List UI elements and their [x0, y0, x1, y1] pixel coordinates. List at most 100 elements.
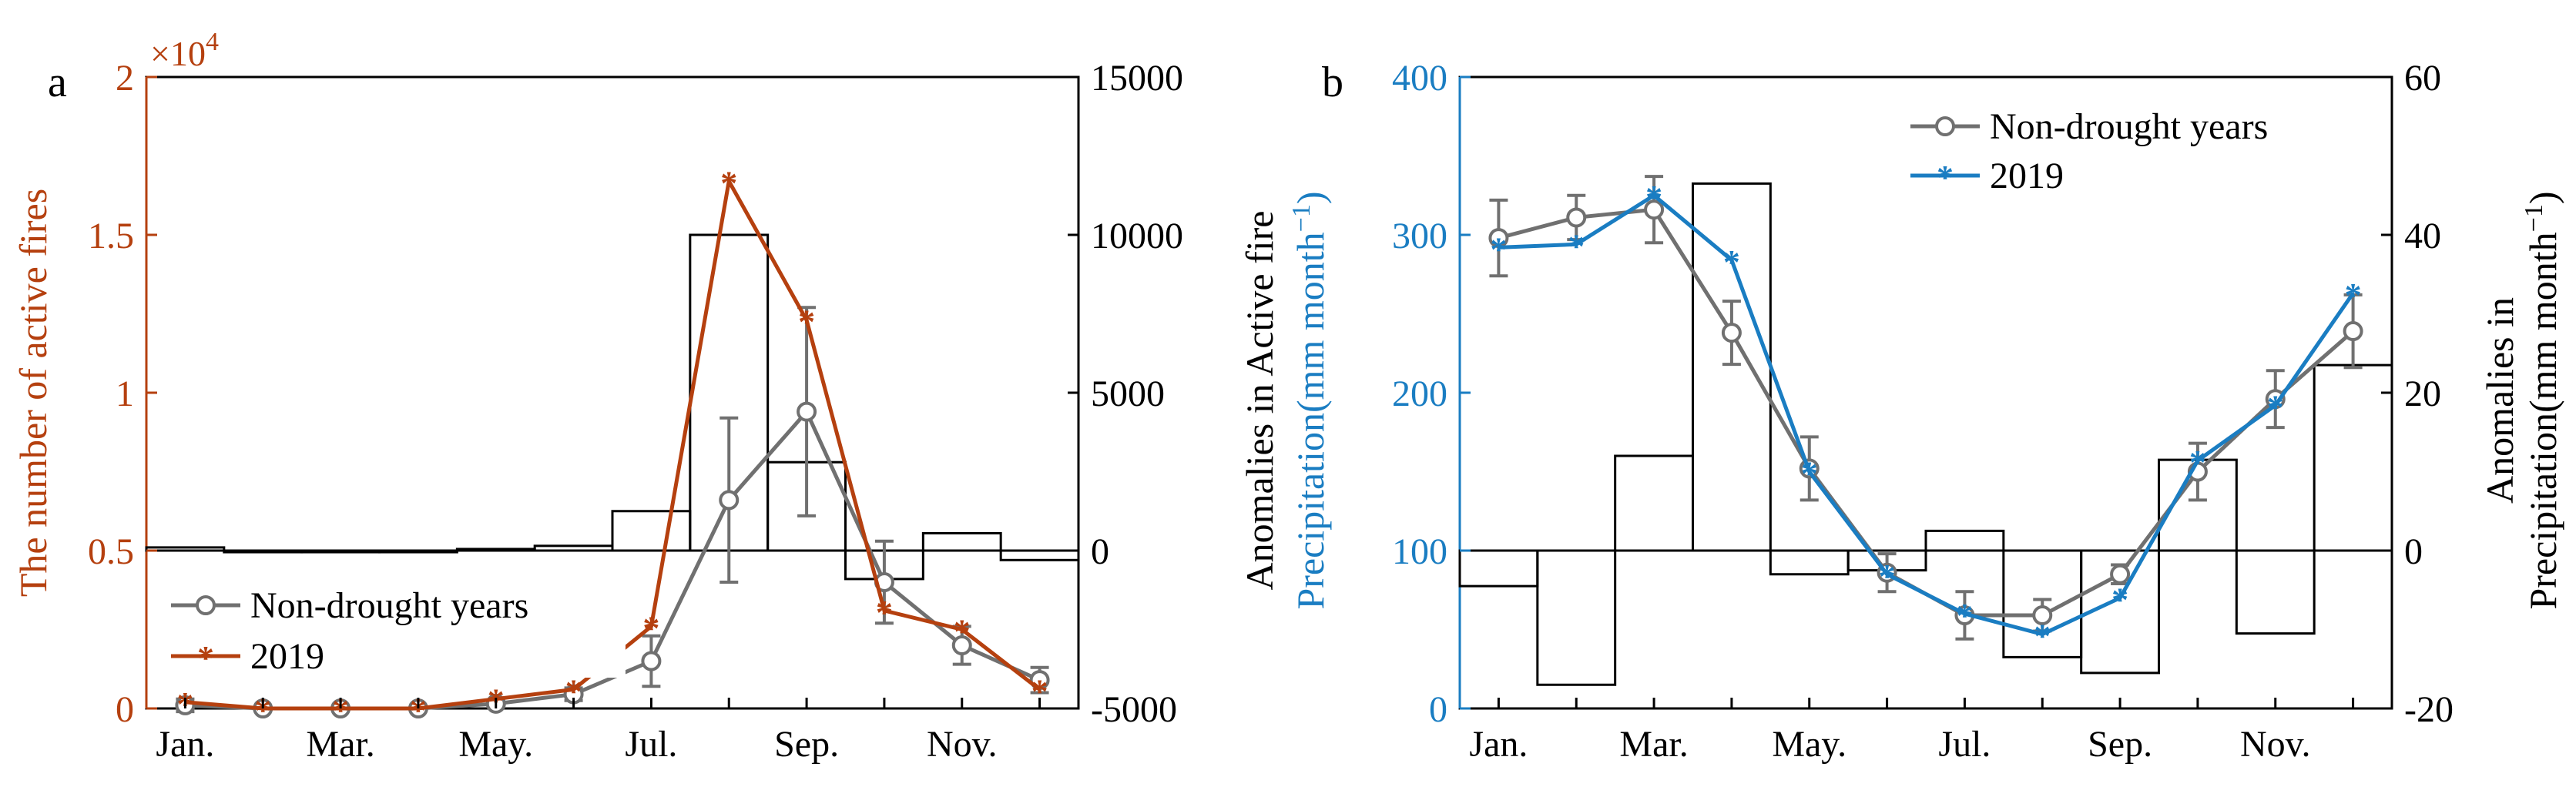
tick-label-right-b-4: 60: [2404, 58, 2441, 99]
axis-multiplier-a: ×104: [150, 28, 219, 73]
tick-label-x-b-5: Nov.: [2240, 724, 2311, 765]
panel-label-b: b: [1322, 59, 1343, 106]
y-axis-label-right-b-line2: Precipitation(mm month−1): [2520, 191, 2564, 609]
point-nondrought-b-8: [2110, 564, 2131, 584]
point-2019-b-10: *: [2267, 388, 2284, 426]
tick-label-left-a-2: 1: [116, 373, 134, 414]
point-2019-a-9: *: [876, 594, 893, 631]
legend-marker-2019-b: *: [1937, 159, 1954, 196]
point-2019-b-3: *: [1723, 243, 1740, 281]
bar-b-jan: [1458, 549, 1539, 588]
bar-b-jul: [1924, 529, 2005, 552]
tick-label-x-b-0: Jan.: [1469, 724, 1528, 765]
y-axis-label-left-a: The number of active fires: [12, 189, 55, 597]
series-line-2019-b: [1498, 193, 2355, 637]
tick-label-x-a-4: Sep.: [774, 724, 839, 765]
legend-label-nondrought-b: Non-drought years: [1990, 106, 2268, 147]
line-series-b: * * * * * * * * * * * *: [1488, 175, 2363, 655]
panel-label-a: a: [48, 59, 67, 106]
tick-label-left-a-3: 1.5: [88, 216, 134, 256]
tick-label-right-a-0: -5000: [1091, 689, 1177, 730]
point-2019-b-8: *: [2111, 581, 2128, 619]
tick-label-left-b-4: 400: [1392, 58, 1447, 99]
tick-label-right-a-2: 5000: [1091, 373, 1165, 414]
legend-label-2019-a: 2019: [250, 636, 324, 677]
point-nondrought-b-3: [1721, 323, 1742, 343]
point-2019-a-2: *: [332, 692, 349, 729]
y-axis-label-left-b-black: Anomalies in Active fire: [1238, 211, 1281, 591]
tick-label-x-a-2: May.: [458, 724, 533, 765]
tick-label-right-b-0: -20: [2404, 689, 2454, 730]
bar-series-a: [145, 233, 1080, 581]
point-nondrought-a-6: [641, 651, 662, 671]
tick-label-right-b-3: 40: [2404, 216, 2441, 256]
tick-label-right-a-3: 10000: [1091, 216, 1183, 256]
tick-label-left-a-0: 0: [116, 689, 134, 730]
point-nondrought-b-2: [1644, 199, 1665, 220]
y-axis-label-right-b-line1: Anomalies in: [2478, 297, 2521, 504]
tick-label-x-a-3: Jul.: [625, 724, 677, 765]
legend-label-nondrought-a: Non-drought years: [250, 585, 528, 626]
point-2019-b-1: *: [1568, 227, 1585, 265]
tick-label-left-b-2: 200: [1392, 373, 1447, 414]
point-2019-a-3: *: [410, 692, 427, 729]
tick-label-left-b-3: 300: [1392, 216, 1447, 256]
point-2019-a-6: *: [642, 609, 659, 647]
legend-marker-2019-a: *: [197, 639, 214, 677]
point-2019-a-11: *: [1031, 672, 1048, 710]
point-2019-a-1: *: [254, 692, 271, 729]
legend-box-a: [163, 568, 626, 678]
legend-a: Non-drought years * 2019: [163, 568, 626, 678]
bar-a-jul: [611, 510, 692, 552]
axis-ticks-a: 0 0.5 1 1.5 2 -5000 0 5000 10000 15000 Jan. Mar. May…: [88, 58, 1183, 765]
tick-label-left-b-0: 0: [1429, 689, 1447, 730]
y-axis-label-left-b-blue: Precipitation(mm month−1): [1287, 191, 1332, 609]
bar-b-may: [1769, 549, 1850, 576]
bar-a-dec: [999, 549, 1080, 561]
point-2019-b-2: *: [1645, 179, 1662, 216]
panel-a: a ************ 00.511.52-500005000100001…: [12, 28, 1183, 765]
tick-label-x-a-1: Mar.: [306, 724, 374, 765]
tick-label-right-a-4: 15000: [1091, 58, 1183, 99]
legend-b: Non-drought years * 2019: [1903, 91, 2380, 200]
point-2019-a-5: *: [565, 672, 582, 710]
point-2019-b-7: *: [2034, 618, 2051, 655]
legend-box-b: [1903, 91, 2380, 200]
point-2019-b-9: *: [2189, 444, 2206, 481]
tick-label-right-a-1: 0: [1091, 531, 1109, 572]
legend-marker-nondrought-a: [196, 595, 216, 615]
point-nondrought-b-7: [2032, 605, 2053, 626]
point-nondrought-a-7: [719, 490, 740, 511]
point-2019-b-11: *: [2345, 276, 2362, 314]
legend-marker-nondrought-b: [1935, 116, 1955, 136]
tick-label-x-a-0: Jan.: [156, 724, 214, 765]
tick-label-left-b-1: 100: [1392, 531, 1447, 572]
bar-a-nov: [921, 531, 1002, 552]
tick-label-right-b-2: 20: [2404, 373, 2441, 414]
tick-label-x-b-1: Mar.: [1619, 724, 1688, 765]
point-2019-a-7: *: [720, 164, 737, 202]
point-2019-a-8: *: [798, 303, 815, 341]
bar-b-feb: [1536, 549, 1617, 686]
legend-label-2019-b: 2019: [1990, 156, 2064, 196]
panel-b: b * * * * * * * * * * * * 0 100 200 300 400 -20 0 20 40 60 Ja…: [1238, 58, 2564, 765]
tick-label-left-a-4: 2: [116, 58, 134, 99]
tick-label-x-a-5: Nov.: [927, 724, 998, 765]
point-2019-b-5: *: [1879, 558, 1896, 595]
tick-label-x-b-3: Jul.: [1938, 724, 1991, 765]
point-nondrought-b-11: [2343, 321, 2363, 342]
point-nondrought-a-10: [951, 635, 972, 655]
tick-label-x-b-2: May.: [1772, 724, 1846, 765]
point-2019-b-0: *: [1490, 230, 1507, 268]
tick-label-right-b-1: 0: [2404, 531, 2423, 572]
bar-b-mar: [1614, 454, 1695, 552]
bar-series-b: [1458, 182, 2393, 686]
tick-label-x-b-4: Sep.: [2088, 724, 2152, 765]
point-2019-b-4: *: [1801, 455, 1818, 493]
point-2019-a-10: *: [954, 613, 971, 651]
tick-label-left-a-1: 0.5: [88, 531, 134, 572]
axis-ticks-b: 0 100 200 300 400 -20 0 20 40 60 Jan. Mar. May. Jul. S…: [1392, 58, 2454, 765]
point-nondrought-a-8: [797, 401, 817, 422]
bar-b-dec: [2313, 363, 2393, 552]
